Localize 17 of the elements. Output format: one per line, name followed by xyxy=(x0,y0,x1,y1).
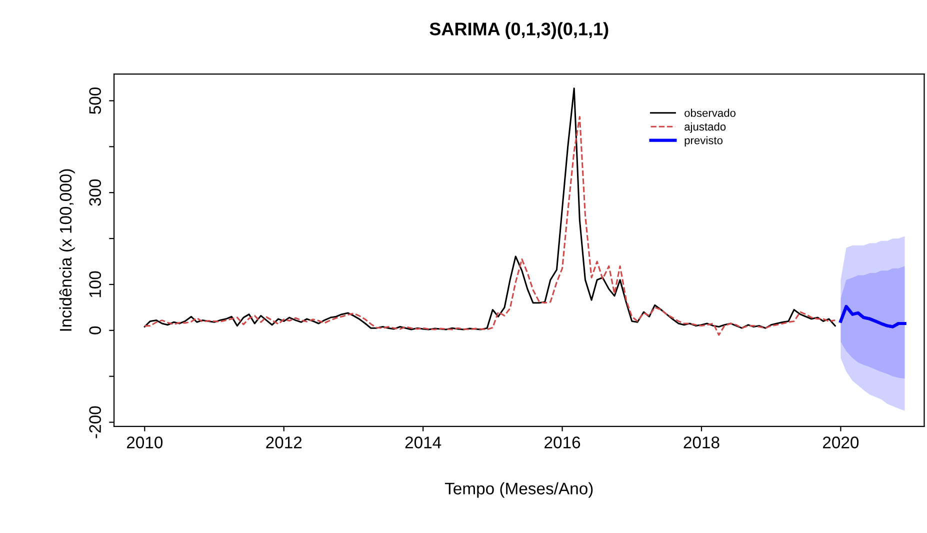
x-tick-label: 2018 xyxy=(684,436,720,448)
legend-label: observado xyxy=(684,108,736,117)
y-tick-label: 300 xyxy=(89,179,102,206)
x-tick-label: 2012 xyxy=(266,436,302,448)
x-axis-title: Tempo (Meses/Ano) xyxy=(444,482,593,498)
x-tick-label: 2010 xyxy=(126,436,163,448)
x-tick-label: 2014 xyxy=(405,436,442,448)
y-axis-title: Incidência (x 100,000) xyxy=(59,169,75,331)
y-tick-label: 100 xyxy=(89,271,102,298)
x-tick-label: 2016 xyxy=(544,436,580,448)
y-tick-label: 0 xyxy=(89,326,102,334)
y-tick-label: 500 xyxy=(89,87,102,114)
x-tick-label: 2020 xyxy=(822,436,859,448)
chart-title: SARIMA (0,1,3)(0,1,1) xyxy=(430,22,608,39)
legend-label: ajustado xyxy=(684,122,726,133)
legend-label: previsto xyxy=(684,136,723,146)
y-tick-label: -200 xyxy=(89,406,102,438)
